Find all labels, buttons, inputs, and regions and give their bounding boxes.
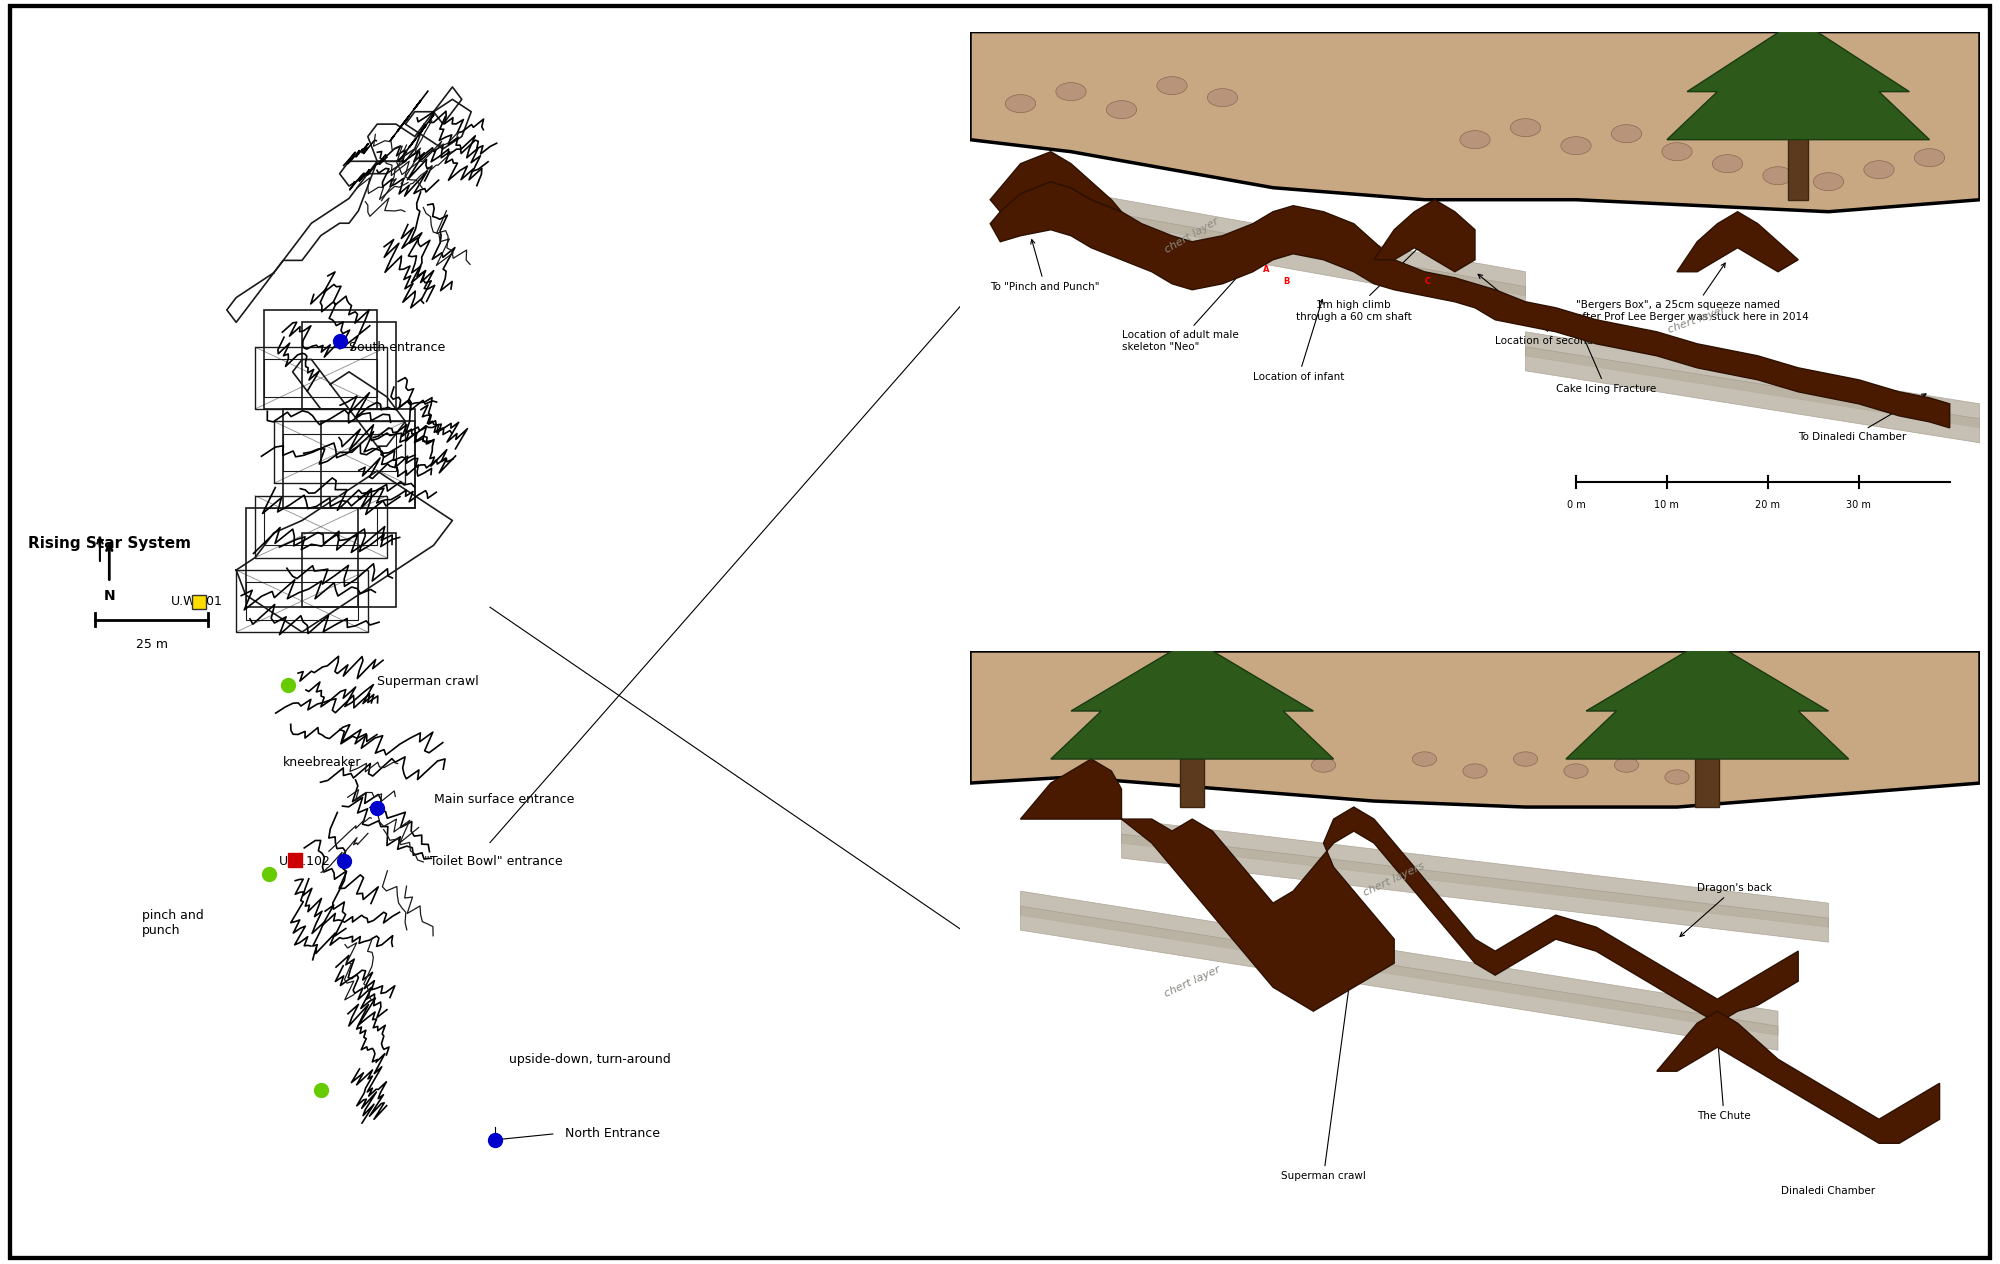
Bar [320,421,414,508]
Text: Location of adult male
skeleton "Neo": Location of adult male skeleton "Neo" [1122,263,1250,351]
Circle shape [1412,752,1436,766]
Text: Superman crawl: Superman crawl [1282,956,1366,1182]
Polygon shape [1666,20,1930,140]
Text: Superman crawl: Superman crawl [378,675,478,688]
Circle shape [1614,758,1638,772]
Polygon shape [1050,640,1334,758]
Polygon shape [1526,346,1980,442]
Text: 10 m: 10 m [1654,501,1680,509]
Text: Main surface entrance: Main surface entrance [434,793,574,805]
Text: The Chute: The Chute [1698,1039,1750,1121]
Bar [302,322,396,410]
Polygon shape [1020,758,1798,1024]
Text: U.W.101: U.W.101 [170,594,222,608]
Text: Rising Star System: Rising Star System [28,536,190,551]
Circle shape [1106,101,1136,119]
Text: To Dinaledi Chamber: To Dinaledi Chamber [1798,394,1926,442]
Text: Dragon's back: Dragon's back [1680,884,1772,937]
Text: A: A [1262,264,1270,274]
Text: N: N [104,589,116,603]
Bar [256,348,386,410]
Bar [1788,128,1808,200]
Circle shape [1664,770,1690,784]
Text: Location of second adult: Location of second adult [1478,274,1624,346]
Circle shape [1462,763,1488,779]
Polygon shape [990,152,1122,212]
Polygon shape [1020,197,1526,311]
Bar [1696,747,1720,808]
Circle shape [1156,77,1188,95]
Polygon shape [1020,182,1526,296]
Bar [246,508,358,607]
Bar [236,570,368,632]
Text: upside-down, turn-around: upside-down, turn-around [508,1053,670,1066]
Text: U.W.102: U.W.102 [278,854,330,867]
Text: 1m high climb
through a 60 cm shaft: 1m high climb through a 60 cm shaft [1296,244,1422,322]
Circle shape [1560,137,1592,154]
Text: "Bergers Box", a 25cm squeeze named
after Prof Lee Berger was stuck here in 2014: "Bergers Box", a 25cm squeeze named afte… [1576,263,1808,322]
Circle shape [1814,173,1844,191]
Text: kneebreaker: kneebreaker [284,756,362,769]
Polygon shape [970,651,1980,808]
Circle shape [1056,82,1086,101]
Polygon shape [1122,819,1828,928]
Circle shape [1864,161,1894,178]
Bar [302,533,396,607]
Bar [274,421,406,483]
Circle shape [1612,125,1642,143]
Text: 20 m: 20 m [1756,501,1780,509]
Bar [284,410,414,508]
Text: chert layer: chert layer [1668,305,1728,335]
Polygon shape [990,182,1950,427]
Circle shape [1514,752,1538,766]
Polygon shape [1020,891,1778,1035]
Bar [246,583,358,619]
Bar [264,508,378,545]
Text: Cake Icing Fracture: Cake Icing Fracture [1556,324,1656,394]
Text: chert layer: chert layer [1164,216,1220,255]
Text: Location of infant: Location of infant [1252,300,1344,382]
Text: 25 m: 25 m [136,638,168,651]
Text: North Entrance: North Entrance [566,1127,660,1140]
Bar [284,434,396,471]
Text: Dinaledi Chamber (U.W. 101): Dinaledi Chamber (U.W. 101) [1220,669,1630,693]
Circle shape [1712,154,1742,173]
Circle shape [1208,88,1238,106]
Circle shape [1662,143,1692,161]
Polygon shape [1020,906,1778,1050]
Circle shape [1564,763,1588,779]
Bar [264,359,378,397]
Bar [1180,747,1204,808]
Circle shape [1006,95,1036,112]
Bar [256,495,386,557]
Bar [264,310,378,410]
Circle shape [1762,167,1794,185]
Text: 0 m: 0 m [1566,501,1586,509]
Text: B: B [1284,277,1290,286]
Text: 30 m: 30 m [1846,501,1872,509]
Polygon shape [1526,332,1980,427]
Circle shape [1312,758,1336,772]
Text: Dinaledi Chamber: Dinaledi Chamber [1782,1187,1876,1196]
Circle shape [1914,149,1944,167]
Text: South entrance: South entrance [350,340,446,354]
Polygon shape [1374,200,1476,272]
Text: "Toilet Bowl" entrance: "Toilet Bowl" entrance [424,854,562,867]
Polygon shape [1656,1011,1940,1143]
Text: chert layer: chert layer [1162,964,1222,999]
Text: To "Pinch and Punch": To "Pinch and Punch" [990,240,1100,292]
Polygon shape [1676,212,1798,272]
Polygon shape [1122,834,1828,942]
Text: Lesedi Chamber (U.W. 102): Lesedi Chamber (U.W. 102) [1132,49,1516,73]
Polygon shape [970,32,1980,212]
Text: C: C [1424,277,1430,286]
Circle shape [1460,130,1490,149]
Circle shape [1510,119,1540,137]
Polygon shape [1566,640,1848,758]
Text: chert layers: chert layers [1362,861,1426,897]
Text: pinch and
punch: pinch and punch [142,909,204,937]
